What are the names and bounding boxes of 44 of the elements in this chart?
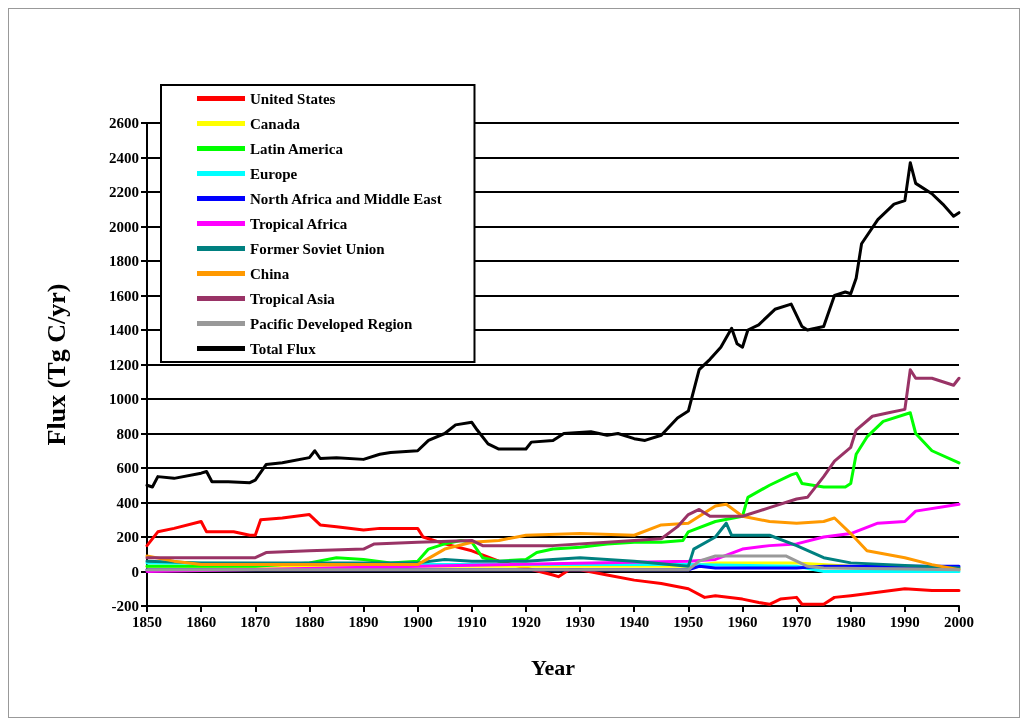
y-tick-label: 2400	[109, 149, 139, 166]
x-axis-title: Year	[531, 654, 576, 680]
y-tick-label: 1600	[109, 287, 139, 304]
x-tick-label: 1970	[781, 613, 812, 630]
legend-label: Latin America	[250, 140, 344, 157]
x-tick-label: 1860	[186, 613, 217, 630]
legend-label: Tropical Asia	[250, 290, 336, 307]
x-tick-label: 1960	[727, 613, 758, 630]
x-tick-label: 1940	[619, 613, 650, 630]
y-tick-label: -200	[111, 598, 139, 614]
x-tick-label: 1890	[348, 613, 379, 630]
y-tick-label: 1800	[109, 253, 139, 269]
y-tick-label: 2200	[109, 184, 139, 200]
legend-label: Pacific Developed Region	[250, 315, 414, 332]
legend-label: Europe	[250, 165, 298, 182]
y-tick-label: 0	[131, 563, 139, 580]
y-tick-label: 400	[116, 494, 139, 511]
y-axis-title: Flux (Tg C/yr)	[41, 283, 71, 446]
legend-label: North Africa and Middle East	[250, 190, 442, 207]
legend-label: Canada	[250, 115, 301, 132]
x-tick-label: 1930	[565, 613, 596, 630]
x-tick-label: 1980	[835, 613, 866, 630]
x-tick-label: 1850	[132, 613, 162, 630]
x-tick-label: 1950	[673, 613, 704, 630]
x-tick-label: 1990	[889, 613, 920, 630]
y-tick-label: 1400	[109, 322, 139, 338]
legend-label: Former Soviet Union	[250, 240, 386, 257]
x-tick-label: 1900	[402, 613, 433, 630]
x-tick-label: 1920	[510, 613, 541, 630]
y-tick-label: 2000	[109, 218, 139, 235]
x-tick-label: 2000	[944, 613, 974, 630]
x-tick-label: 1880	[294, 613, 325, 630]
legend-label: Tropical Africa	[250, 215, 348, 232]
y-tick-label: 1000	[109, 391, 139, 407]
y-tick-label: 1200	[109, 356, 139, 373]
legend-label: United States	[250, 90, 336, 107]
x-tick-label: 1910	[456, 613, 487, 630]
y-tick-label: 2600	[109, 115, 139, 131]
y-tick-label: 600	[116, 460, 139, 476]
legend-label: China	[250, 265, 290, 282]
legend-label: Total Flux	[250, 340, 317, 357]
y-tick-label: 800	[116, 425, 139, 442]
y-tick-label: 200	[116, 529, 139, 545]
x-tick-label: 1870	[240, 613, 271, 630]
